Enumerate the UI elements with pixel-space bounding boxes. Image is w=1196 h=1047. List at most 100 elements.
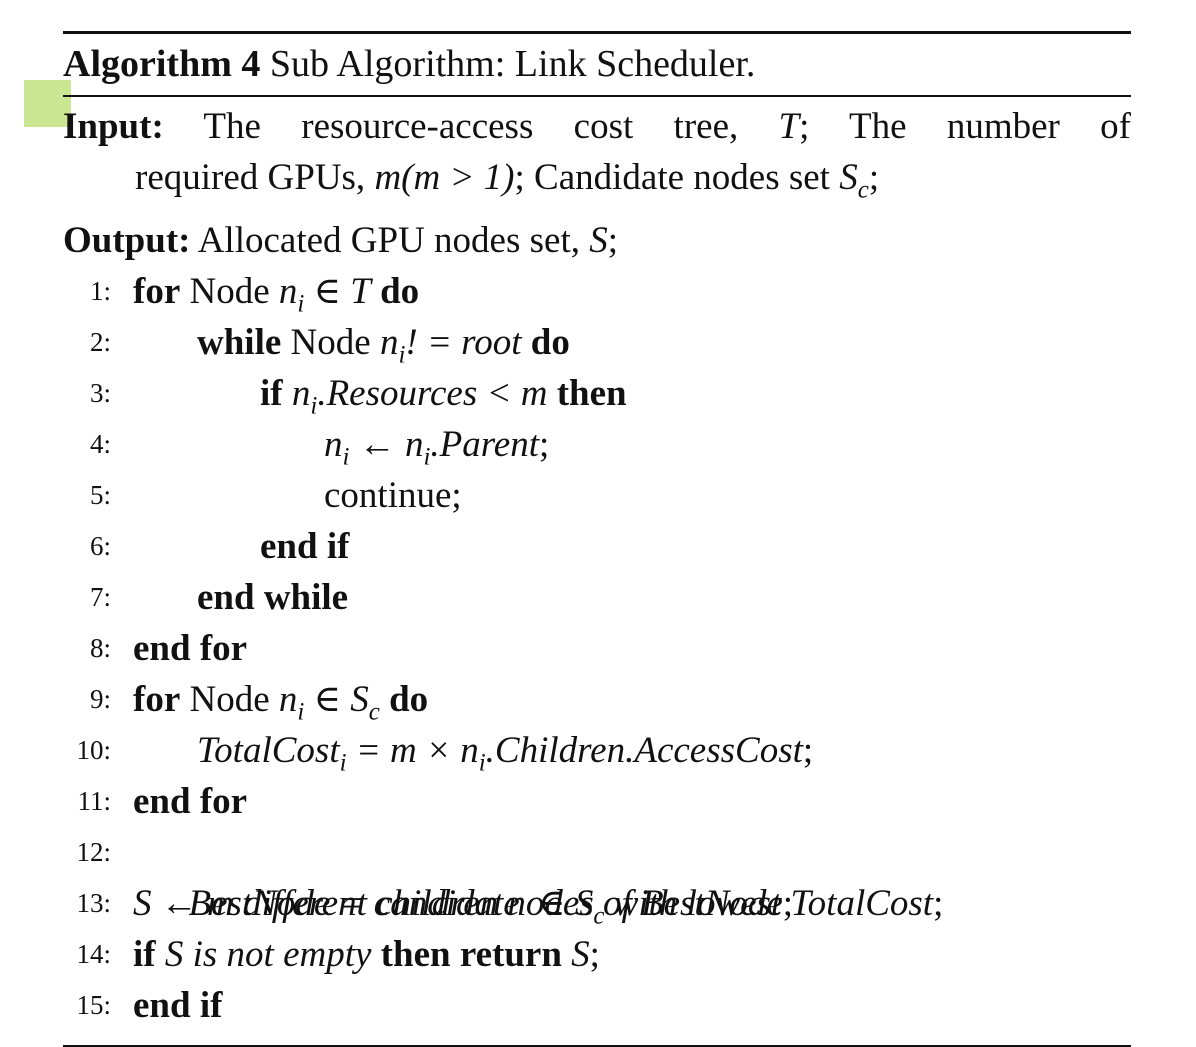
code-line: 5: continue; — [63, 470, 1131, 521]
code-line: 2: while Node ni! = root do — [63, 317, 1131, 368]
input-text-1: The resource-access cost tree, — [203, 106, 739, 147]
math-sub: i — [310, 392, 318, 420]
code-line: 8: end for — [63, 623, 1131, 674]
math-sub: i — [297, 290, 305, 318]
math-var: S — [571, 934, 590, 976]
output-end: ; — [607, 220, 619, 262]
math-n: n — [404, 424, 424, 466]
math-expr: S ← m different children nodes of BestNo… — [133, 883, 783, 925]
math-end: ; — [933, 883, 944, 925]
math-expr: with lowest TotalCost — [604, 883, 934, 925]
algorithm-block: Algorithm 4 Sub Algorithm: Link Schedule… — [63, 31, 1131, 1047]
keyword-for: for — [133, 271, 181, 313]
math-expr: BestNode = candidate ∈ S — [188, 883, 594, 925]
text-continue: continue; — [324, 475, 462, 517]
math-expr: S is not empty — [164, 934, 372, 976]
keyword-do: do — [530, 322, 570, 364]
line-number: 2: — [89, 327, 111, 358]
text-node: Node — [189, 271, 270, 313]
input-end: ; — [868, 157, 880, 198]
keyword-end-if: end if — [260, 526, 350, 568]
math-sub: i — [478, 749, 486, 777]
input-line-2: required GPUs, m(m > 1); Candidate nodes… — [63, 152, 1131, 215]
math-n: n — [324, 424, 343, 466]
keyword-if: if — [260, 373, 283, 415]
output-var: S — [589, 220, 608, 262]
math-expr: .Resources < m — [317, 373, 548, 415]
keyword-end-while: end while — [197, 577, 349, 619]
output-section: Output: Allocated GPU nodes set, S; — [63, 215, 1131, 266]
keyword-if: if — [133, 934, 156, 976]
output-text: Allocated GPU nodes set, — [197, 220, 580, 262]
code-line: 10: TotalCosti = m × ni.Children.AccessC… — [63, 725, 1131, 776]
math-expr: = m × n — [346, 730, 479, 772]
math-n: n — [379, 322, 399, 364]
line-number: 4: — [89, 429, 111, 460]
line-number: 5: — [89, 480, 111, 511]
input-text-4: ; Candidate nodes set — [514, 157, 830, 198]
math-end: ; — [802, 730, 814, 772]
code-line: 1: for Node ni ∈ T do — [63, 266, 1131, 317]
line-number: 13: — [76, 888, 111, 919]
math-totalcost: TotalCost — [197, 730, 340, 772]
input-text-3: required GPUs, — [135, 157, 366, 198]
code-line: 9: for Node ni ∈ Sc do — [63, 674, 1131, 725]
text-node: Node — [290, 322, 371, 364]
math-arrow: ← — [349, 424, 405, 466]
input-var-s: S — [839, 157, 858, 198]
keyword-return: return — [459, 934, 562, 976]
keyword-while: while — [197, 322, 282, 364]
keyword-then: then — [556, 373, 627, 415]
line-number: 7: — [89, 582, 111, 613]
input-var-s-sub: c — [857, 176, 869, 204]
math-expr: ! = root — [405, 322, 522, 364]
code-line: 4: ni ← ni.Parent; — [63, 419, 1131, 470]
math-sub: i — [342, 443, 350, 471]
line-number: 15: — [76, 990, 111, 1021]
math-n: n — [278, 271, 298, 313]
keyword-do: do — [380, 271, 420, 313]
input-line-1: Input: The resource-access cost tree, T;… — [63, 101, 1131, 152]
math-sub: i — [423, 443, 431, 471]
line-number: 1: — [89, 276, 111, 307]
algorithm-caption: Algorithm 4 Sub Algorithm: Link Schedule… — [63, 39, 1131, 89]
code-line: 6: end if — [63, 521, 1131, 572]
math-sub: i — [339, 749, 347, 777]
keyword-end-if: end if — [133, 985, 223, 1027]
code-line: 11: end for — [63, 776, 1131, 827]
line-number: 12: — [76, 837, 111, 868]
math-expr: .Children.AccessCost — [485, 730, 803, 772]
math-sub: i — [297, 698, 305, 726]
math-n: n — [278, 679, 298, 721]
math-end: ; — [539, 424, 550, 466]
line-number: 8: — [89, 633, 111, 664]
keyword-end-for: end for — [133, 628, 248, 670]
math-end: ; — [589, 934, 600, 976]
code-line: 7: end while — [63, 572, 1131, 623]
output-label: Output: — [63, 220, 191, 262]
math-sub: c — [593, 902, 605, 930]
math-expr: ∈ S — [304, 679, 369, 721]
line-number: 3: — [89, 378, 111, 409]
line-number: 6: — [89, 531, 111, 562]
top-rule — [63, 31, 1131, 34]
algorithm-label: Algorithm 4 — [63, 43, 261, 85]
math-end: ; — [782, 883, 794, 925]
highlight-marker — [24, 80, 71, 127]
input-section: Input: The resource-access cost tree, T;… — [63, 101, 1131, 215]
keyword-for: for — [133, 679, 181, 721]
algorithm-title: Sub Algorithm: Link Scheduler. — [269, 43, 756, 85]
code-line: 15: end if — [63, 980, 1131, 1031]
input-label: Input: — [63, 106, 164, 147]
input-text-2: ; The number of — [799, 106, 1131, 147]
code-line: 12: BestNode = candidate ∈ Sc with lowes… — [63, 827, 1131, 929]
line-number: 10: — [76, 735, 111, 766]
keyword-end-for: end for — [133, 781, 248, 823]
math-expr: .Parent — [430, 424, 539, 466]
line-number: 11: — [77, 786, 112, 817]
math-n: n — [291, 373, 311, 415]
code-line: 13: S ← m different children nodes of Be… — [63, 878, 1131, 929]
math-expr: ∈ T — [304, 271, 371, 313]
math-sub: i — [398, 341, 406, 369]
keyword-then: then — [380, 934, 451, 976]
